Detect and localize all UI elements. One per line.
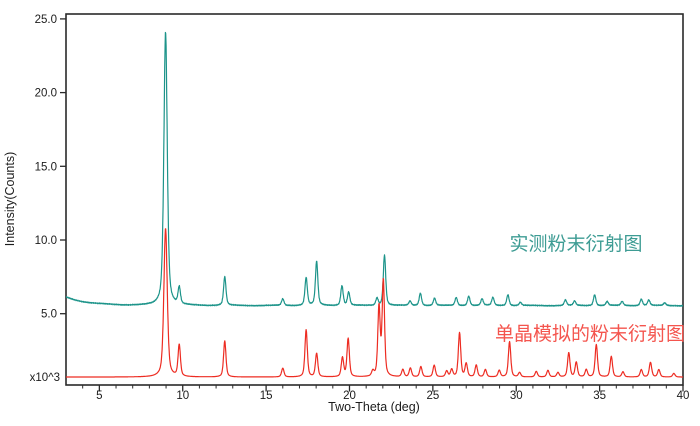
y-tick-label: 20.0 [35, 88, 57, 100]
y-axis-title: Intensity(Counts) [3, 152, 17, 246]
simulated-trace [66, 228, 683, 378]
legend-measured-label: 实测粉末衍射图 [509, 233, 642, 255]
y-axis-ticks: 5.0 10.0 15.0 20.0 25.0 [35, 14, 66, 321]
y-axis-multiplier: x10^3 [30, 372, 60, 384]
x-tick-label: 25 [426, 390, 439, 402]
x-tick-label: 10 [176, 390, 189, 402]
plot-frame [65, 13, 684, 386]
y-tick-label: 10.0 [35, 235, 57, 247]
x-tick-label: 5 [96, 390, 102, 402]
x-tick-label: 20 [343, 390, 356, 402]
x-axis-title: Two-Theta (deg) [328, 400, 420, 414]
x-tick-label: 30 [510, 390, 523, 402]
x-tick-label: 40 [677, 390, 690, 402]
x-axis-ticks: 5 10 15 20 25 30 35 40 [82, 385, 690, 402]
y-tick-label: 5.0 [41, 309, 57, 321]
y-tick-label: 25.0 [35, 14, 57, 26]
y-tick-label: 15.0 [35, 161, 57, 173]
x-tick-label: 35 [593, 390, 606, 402]
measured-trace [66, 31, 683, 307]
x-tick-label: 15 [260, 390, 273, 402]
legend-simulated-label: 单晶模拟的粉末衍射图 [495, 323, 685, 345]
